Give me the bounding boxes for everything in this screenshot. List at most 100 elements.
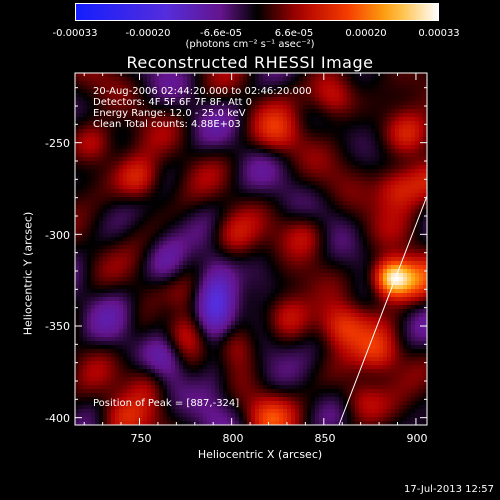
heatmap-cell <box>179 181 184 186</box>
heatmap-cell <box>315 137 320 142</box>
heatmap-cell <box>159 285 164 290</box>
heatmap-cell <box>407 281 412 286</box>
heatmap-cell <box>339 85 344 90</box>
heatmap-cell <box>407 117 412 122</box>
heatmap-cell <box>167 249 172 254</box>
heatmap-cell <box>347 125 352 130</box>
heatmap-cell <box>139 197 144 202</box>
heatmap-cell <box>91 185 96 190</box>
heatmap-cell <box>127 185 132 190</box>
heatmap-cell <box>131 105 136 110</box>
heatmap-cell <box>235 173 240 178</box>
heatmap-cell <box>419 289 424 294</box>
heatmap-cell <box>303 169 308 174</box>
heatmap-cell <box>383 105 388 110</box>
heatmap-cell <box>295 217 300 222</box>
heatmap-cell <box>311 297 316 302</box>
heatmap-cell <box>291 81 296 86</box>
heatmap-cell <box>383 121 388 126</box>
heatmap-cell <box>383 141 388 146</box>
heatmap-cell <box>375 261 380 266</box>
heatmap-cell <box>219 109 224 114</box>
heatmap-cell <box>419 257 424 262</box>
heatmap-cell <box>119 125 124 130</box>
heatmap-cell <box>371 73 376 78</box>
heatmap-cell <box>411 125 416 130</box>
heatmap-cell <box>339 213 344 218</box>
heatmap-cell <box>99 101 104 106</box>
heatmap-cell <box>299 161 304 166</box>
heatmap-cell <box>399 173 404 178</box>
heatmap-cell <box>267 153 272 158</box>
heatmap-cell <box>127 149 132 154</box>
heatmap-cell <box>103 257 108 262</box>
heatmap-cell <box>251 293 256 298</box>
heatmap-cell <box>243 177 248 182</box>
heatmap-cell <box>307 241 312 246</box>
heatmap-cell <box>155 149 160 154</box>
heatmap-cell <box>367 289 372 294</box>
heatmap-cell <box>327 137 332 142</box>
heatmap-cell <box>271 289 276 294</box>
heatmap-cell <box>187 173 192 178</box>
heatmap-cell <box>135 209 140 214</box>
heatmap-cell <box>335 153 340 158</box>
heatmap-cell <box>375 193 380 198</box>
heatmap-cell <box>299 245 304 250</box>
heatmap-cell <box>279 109 284 114</box>
heatmap-cell <box>259 293 264 298</box>
heatmap-cell <box>83 257 88 262</box>
heatmap-cell <box>319 173 324 178</box>
heatmap-cell <box>323 185 328 190</box>
heatmap-cell <box>143 165 148 170</box>
heatmap-cell <box>387 93 392 98</box>
heatmap-cell <box>95 197 100 202</box>
heatmap-cell <box>271 89 276 94</box>
heatmap-cell <box>227 125 232 130</box>
heatmap-cell <box>83 181 88 186</box>
heatmap-cell <box>335 277 340 282</box>
heatmap-cell <box>151 185 156 190</box>
heatmap-cell <box>151 273 156 278</box>
heatmap-cell <box>131 137 136 142</box>
heatmap-cell <box>151 237 156 242</box>
heatmap-cell <box>111 141 116 146</box>
heatmap-cell <box>247 293 252 298</box>
heatmap-cell <box>83 269 88 274</box>
heatmap-cell <box>91 261 96 266</box>
heatmap-cell <box>355 229 360 234</box>
heatmap-cell <box>371 81 376 86</box>
heatmap-cell <box>147 289 152 294</box>
heatmap-cell <box>195 261 200 266</box>
heatmap-cell <box>135 265 140 270</box>
heatmap-cell <box>143 173 148 178</box>
heatmap-cell <box>91 149 96 154</box>
heatmap-cell <box>327 229 332 234</box>
heatmap-cell <box>275 157 280 162</box>
heatmap-cell <box>179 109 184 114</box>
heatmap-cell <box>187 149 192 154</box>
heatmap-cell <box>139 233 144 238</box>
heatmap-cell <box>123 77 128 82</box>
heatmap-cell <box>191 173 196 178</box>
heatmap-cell <box>383 241 388 246</box>
heatmap-cell <box>219 273 224 278</box>
heatmap-cell <box>103 185 108 190</box>
heatmap-cell <box>343 197 348 202</box>
heatmap-cell <box>319 77 324 82</box>
heatmap-cell <box>99 269 104 274</box>
heatmap-cell <box>147 165 152 170</box>
heatmap-cell <box>315 113 320 118</box>
heatmap-cell <box>187 201 192 206</box>
heatmap-cell <box>303 153 308 158</box>
heatmap-cell <box>299 97 304 102</box>
heatmap-cell <box>363 285 368 290</box>
heatmap-cell <box>375 185 380 190</box>
heatmap-cell <box>167 93 172 98</box>
heatmap-cell <box>367 81 372 86</box>
heatmap-cell <box>399 121 404 126</box>
heatmap-cell <box>287 121 292 126</box>
heatmap-cell <box>403 133 408 138</box>
heatmap-cell <box>311 157 316 162</box>
heatmap-cell <box>203 117 208 122</box>
